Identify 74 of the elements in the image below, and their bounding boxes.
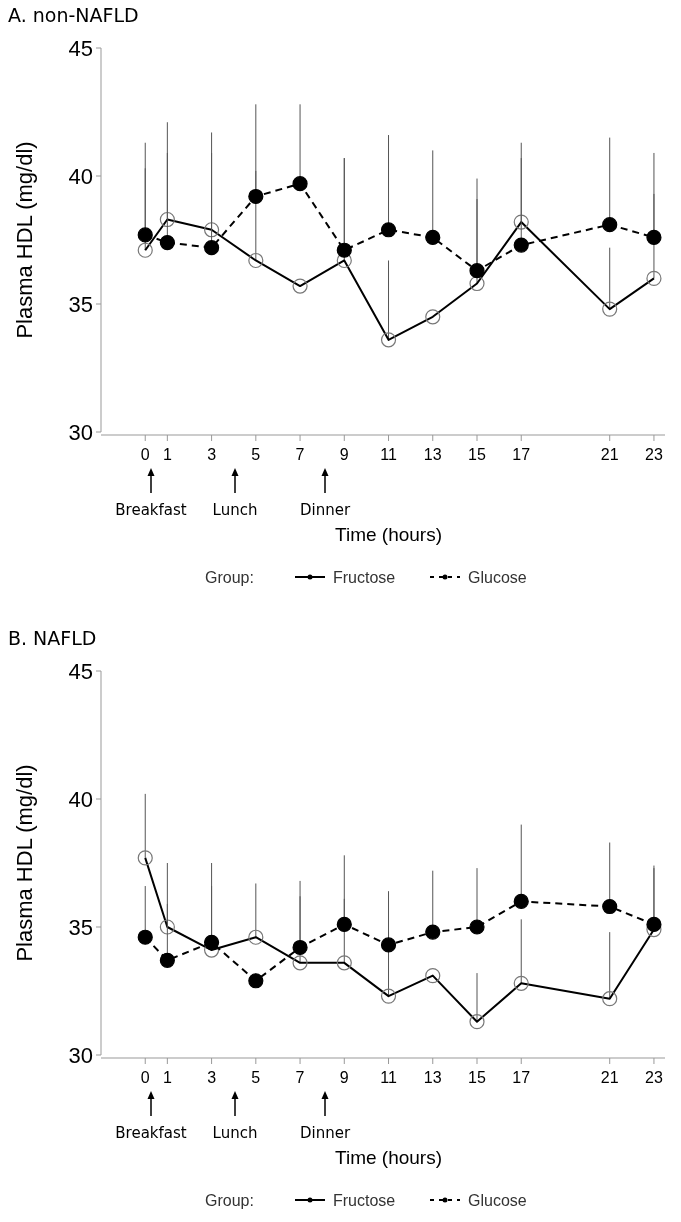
text: Dinner <box>299 1124 351 1142</box>
point <box>137 227 153 243</box>
text: Lunch <box>212 501 258 519</box>
x-tick-label: 17 <box>512 1069 531 1086</box>
x-tick-label: 13 <box>423 446 442 463</box>
point <box>602 217 618 233</box>
point <box>425 924 441 940</box>
point <box>159 952 175 968</box>
point <box>203 240 220 256</box>
point <box>292 176 308 192</box>
legend-label: Fructose <box>333 1191 396 1209</box>
x-tick-label: 15 <box>468 446 486 463</box>
point <box>248 188 264 205</box>
y-tick-label: 35 <box>68 291 93 317</box>
point <box>646 229 662 246</box>
y-tick-label: 45 <box>68 35 93 61</box>
x-tick-label: 15 <box>468 1069 486 1086</box>
point <box>469 919 485 935</box>
x-axis-title: Time (hours) <box>335 524 443 545</box>
y-tick-label: 45 <box>68 658 93 684</box>
x-tick-label: 0 <box>140 1069 150 1086</box>
point <box>646 916 662 933</box>
point <box>380 222 397 238</box>
legend-label: Fructose <box>333 568 396 586</box>
point <box>513 893 529 909</box>
x-tick-label: 1 <box>162 446 172 463</box>
legend-label: Glucose <box>468 1191 527 1209</box>
text: Dinner <box>299 501 351 519</box>
x-tick-label: 1 <box>162 1069 172 1086</box>
x-tick-label: 9 <box>339 446 349 463</box>
x-tick-label: 5 <box>251 446 261 463</box>
y-tick-label: 30 <box>68 1042 93 1068</box>
x-axis-title: Time (hours) <box>335 1147 443 1168</box>
point <box>513 237 529 253</box>
point <box>248 973 264 989</box>
x-tick-label: 9 <box>339 1069 349 1086</box>
point <box>469 263 485 279</box>
point <box>380 937 397 953</box>
x-tick-label: 13 <box>423 1069 442 1086</box>
x-tick-label: 21 <box>600 1069 619 1086</box>
point <box>336 242 352 258</box>
y-tick-label: 35 <box>68 914 93 940</box>
legend-title: Group: <box>205 1191 254 1209</box>
x-tick-label: 11 <box>380 1069 397 1086</box>
x-tick-label: 3 <box>207 446 217 463</box>
text: Breakfast <box>115 1124 187 1142</box>
legend-label: Glucose <box>468 568 527 586</box>
text: Lunch <box>212 1124 258 1142</box>
chart-title: A. non-NAFLD <box>8 4 139 26</box>
x-tick-label: 17 <box>512 446 531 463</box>
point <box>159 234 175 251</box>
point <box>425 229 441 246</box>
x-tick-label: 5 <box>251 1069 261 1086</box>
x-tick-label: 23 <box>645 446 663 463</box>
x-tick-label: 7 <box>295 446 305 463</box>
y-axis-title: Plasma HDL (mg/dl) <box>12 764 37 962</box>
x-tick-label: 7 <box>295 1069 305 1086</box>
y-axis-title: Plasma HDL (mg/dl) <box>12 141 37 339</box>
y-tick-label: 40 <box>68 163 93 189</box>
x-tick-label: 23 <box>645 1069 663 1086</box>
point <box>292 939 308 956</box>
chart-title: B. NAFLD <box>8 627 97 649</box>
x-tick-label: 0 <box>140 446 150 463</box>
point <box>336 916 352 933</box>
point <box>203 934 220 950</box>
point <box>602 898 618 915</box>
y-tick-label: 30 <box>68 419 93 445</box>
x-tick-label: 21 <box>600 446 619 463</box>
x-tick-label: 11 <box>380 446 397 463</box>
x-tick-label: 3 <box>207 1069 217 1086</box>
text: Breakfast <box>115 501 187 519</box>
legend-title: Group: <box>205 568 254 586</box>
point <box>137 929 153 945</box>
y-tick-label: 40 <box>68 786 93 812</box>
